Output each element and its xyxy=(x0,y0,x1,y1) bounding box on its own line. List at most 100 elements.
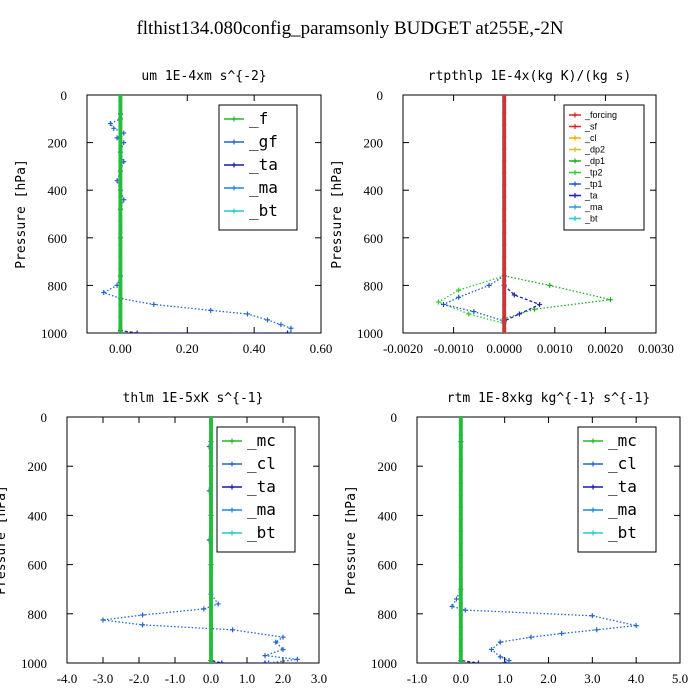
y-tick-label: 400 xyxy=(48,183,68,198)
data-point xyxy=(466,311,472,317)
legend-item: _dp1 xyxy=(569,156,605,166)
data-point xyxy=(151,301,157,307)
legend-marker xyxy=(572,112,578,118)
x-tick-label: 0.0000 xyxy=(486,341,522,356)
series-line xyxy=(503,275,611,333)
data-point xyxy=(265,317,271,323)
data-point xyxy=(462,607,468,613)
legend-label: _ma xyxy=(249,178,278,197)
x-tick-label: 2.0 xyxy=(540,671,556,686)
legend-marker xyxy=(229,530,235,536)
data-point xyxy=(140,622,146,628)
series-group xyxy=(435,95,613,333)
legend-marker xyxy=(572,135,578,141)
x-tick-label: -0.0010 xyxy=(434,341,474,356)
y-axis-label: Pressure [hPa] xyxy=(330,159,345,269)
panel-title: thlm 1E-5xK s^{-1} xyxy=(123,391,264,406)
data-point xyxy=(497,639,503,645)
legend-marker xyxy=(231,139,237,145)
data-point xyxy=(516,311,522,317)
data-point xyxy=(101,290,107,296)
legend: _mc _cl _ta _ma _bt xyxy=(216,426,296,553)
legend-label: _mc xyxy=(247,431,276,450)
data-point xyxy=(140,612,146,618)
legend: _f _gf _ta _ma _bt xyxy=(218,104,298,231)
legend-item: _dp2 xyxy=(569,145,605,155)
y-axis-label: Pressure [hPa] xyxy=(14,159,29,269)
legend-marker xyxy=(572,124,578,129)
y-axis-label: Pressure [hPa] xyxy=(0,485,9,595)
legend-marker xyxy=(229,484,235,490)
data-point xyxy=(453,596,459,602)
data-point xyxy=(489,646,495,652)
data-point xyxy=(502,660,508,663)
x-tick-label: -0.0020 xyxy=(383,341,423,356)
legend-item: _ma xyxy=(222,500,276,519)
y-tick-label: 800 xyxy=(48,278,68,293)
legend-label: _cl xyxy=(608,454,637,473)
legend-marker xyxy=(231,116,237,122)
legend-item: _tp1 xyxy=(569,179,603,189)
legend-marker xyxy=(590,438,596,444)
data-point xyxy=(294,656,300,662)
legend-item: _ma xyxy=(583,500,637,519)
legend-item: _cl xyxy=(569,133,597,143)
data-point xyxy=(201,606,207,612)
data-point xyxy=(449,603,455,609)
legend-marker xyxy=(231,208,237,214)
legend-item: _cl xyxy=(222,454,276,473)
x-tick-label: 0.20 xyxy=(176,341,199,356)
legend-item: _cl xyxy=(583,454,637,473)
x-tick-label: 0.40 xyxy=(243,341,266,356)
data-point xyxy=(497,654,503,660)
plot-frame xyxy=(66,416,320,664)
data-point xyxy=(215,601,221,607)
legend: _forcing _sf_cl _dp2_dp1 _tp2_tp1 _ta_ma _bt xyxy=(563,104,645,231)
x-tick-label: 1.0 xyxy=(239,671,255,686)
y-tick-label: 600 xyxy=(378,558,398,573)
series-line xyxy=(436,275,505,333)
legend-marker xyxy=(590,507,596,513)
y-tick-label: 0 xyxy=(41,410,48,425)
legend-item: _gf xyxy=(224,132,278,151)
legend-item: _bt xyxy=(224,201,278,220)
legend-item: _mc xyxy=(583,431,637,450)
x-tick-label: 3.0 xyxy=(311,671,327,686)
series-line xyxy=(441,275,505,322)
legend-marker xyxy=(572,158,578,164)
legend-item: _forcing xyxy=(569,110,617,120)
legend-label: _bt xyxy=(249,201,278,220)
data-point xyxy=(244,311,250,317)
legend-box xyxy=(577,426,657,553)
data-point xyxy=(111,125,117,131)
legend-marker xyxy=(572,204,578,210)
legend-item: _ta xyxy=(224,155,278,174)
x-tick-label: 0.60 xyxy=(310,341,333,356)
data-point xyxy=(285,330,291,333)
page-title: flthist134.080config_paramsonly BUDGET a… xyxy=(136,18,564,39)
y-tick-label: 200 xyxy=(378,459,398,474)
data-point xyxy=(537,301,543,307)
y-tick-label: 400 xyxy=(364,183,384,198)
y-tick-label: 0 xyxy=(61,88,68,103)
x-tick-label: 0.0 xyxy=(203,671,219,686)
legend-label: _bt xyxy=(247,523,276,542)
legend-label: _ta xyxy=(608,477,637,496)
legend-item: _ta xyxy=(569,191,598,201)
legend-marker xyxy=(572,193,578,198)
legend-item: _f xyxy=(224,109,268,128)
legend-marker xyxy=(590,484,596,490)
legend-marker xyxy=(229,438,235,444)
legend-label: _bt xyxy=(608,523,637,542)
data-point xyxy=(559,630,565,636)
legend-item: _sf xyxy=(569,122,598,132)
series-group xyxy=(101,95,294,333)
legend-label: _f xyxy=(249,109,268,128)
data-point xyxy=(208,307,214,313)
data-point xyxy=(547,282,553,288)
x-tick-label: 0.00 xyxy=(109,341,132,356)
panel-title: rtpthlp 1E-4x(kg K)/(kg s) xyxy=(428,69,632,84)
y-tick-label: 1000 xyxy=(357,326,383,341)
data-point xyxy=(288,325,294,331)
